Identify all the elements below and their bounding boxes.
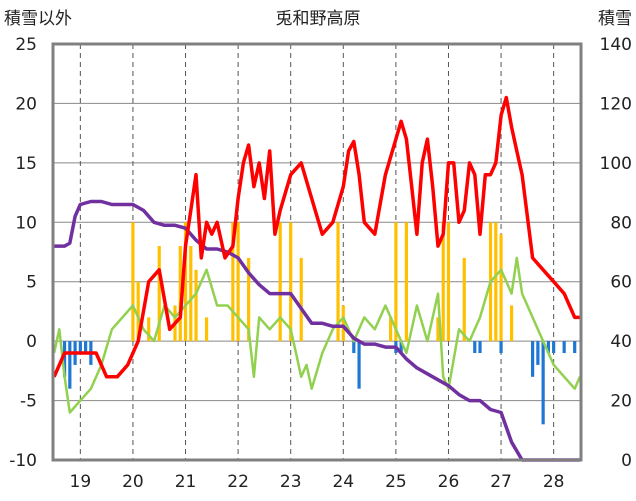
other-bar	[541, 341, 545, 425]
precip-bar	[247, 257, 251, 342]
other-bar	[499, 341, 503, 354]
other-bar	[473, 341, 477, 354]
precip-bar	[436, 317, 440, 342]
left-tick-label: 25	[15, 35, 37, 55]
precip-bar	[204, 317, 209, 342]
other-bar	[399, 341, 403, 354]
precip-bar	[136, 281, 140, 342]
x-tick-labels: 19 20 21 22 23 24 25 26 27 28	[70, 472, 565, 492]
precip-bar	[236, 222, 240, 342]
x-tick-label: 22	[227, 472, 249, 492]
temp-line	[52, 95, 580, 379]
other-bar	[552, 341, 556, 354]
precip-bar	[178, 246, 182, 342]
right-tick-label: 80	[610, 213, 632, 233]
x-tick-label: 20	[122, 472, 144, 492]
precip-bar	[441, 222, 445, 342]
other-bar	[478, 341, 482, 354]
left-tick-label: 0	[26, 332, 37, 352]
x-tick-label: 27	[490, 472, 512, 492]
x-tick-label: 21	[175, 472, 197, 492]
right-tick-label: 0	[621, 451, 632, 471]
left-tick-labels: 25 20 15 10 5 0 -5 -10	[9, 35, 37, 471]
x-tick-label: 23	[280, 472, 302, 492]
precip-bar	[404, 222, 409, 342]
precip-bar	[289, 222, 293, 342]
x-tick-label: 25	[385, 472, 407, 492]
precip-bar	[278, 222, 282, 342]
snow-line	[54, 199, 580, 462]
x-tick-label: 24	[332, 472, 354, 492]
precip-bar	[394, 222, 398, 342]
right-tick-labels: 140 120 100 80 60 40 20 0	[600, 35, 632, 471]
right-tick-label: 60	[610, 273, 632, 293]
line-series	[52, 95, 582, 462]
precip-bar	[499, 234, 503, 342]
left-tick-label: 5	[26, 273, 37, 293]
other-bar	[78, 341, 82, 354]
left-tick-label: -10	[9, 451, 37, 471]
precip-bar	[189, 246, 193, 342]
right-tick-label: 100	[600, 154, 632, 174]
other-bar	[62, 341, 67, 377]
right-tick-label: 40	[610, 332, 632, 352]
precip-bar	[231, 222, 235, 342]
other-bar	[352, 341, 356, 354]
other-bar	[573, 341, 577, 354]
precip-bar	[194, 269, 198, 342]
precip-bar	[462, 257, 466, 342]
left-axis-title: 積雪以外	[4, 9, 72, 29]
precip-bar	[389, 317, 393, 342]
left-tick-label: -5	[20, 392, 37, 412]
precip-bar	[183, 222, 188, 342]
right-axis-title: 積雪	[598, 9, 632, 29]
x-tick-label: 26	[438, 472, 460, 492]
chart-title: 兎和野高原	[276, 9, 361, 29]
right-tick-label: 20	[610, 392, 632, 412]
precip-bar	[446, 222, 451, 342]
precip-bar	[131, 222, 135, 342]
x-tick-label: 28	[543, 472, 565, 492]
precip-bar	[494, 222, 498, 342]
plot-frame	[51, 42, 583, 462]
left-tick-label: 15	[15, 154, 37, 174]
other-bar	[84, 341, 88, 354]
other-bar	[531, 341, 535, 377]
other-bar	[68, 341, 72, 389]
other-bar	[562, 341, 566, 354]
other-bar	[546, 341, 550, 354]
precip-bar	[299, 257, 303, 342]
precip-bar	[336, 222, 340, 342]
other-bar	[536, 341, 540, 365]
precip-bar	[509, 305, 514, 342]
precip-bar	[147, 317, 151, 342]
humid-line	[52, 256, 582, 414]
precip-bar	[341, 305, 345, 342]
right-tick-label: 120	[600, 94, 632, 114]
precip-bar	[157, 246, 161, 342]
x-tick-label: 19	[70, 472, 92, 492]
left-tick-label: 20	[15, 94, 37, 114]
right-tick-label: 140	[600, 35, 632, 55]
left-tick-label: 10	[15, 213, 37, 233]
other-bar	[357, 341, 361, 389]
